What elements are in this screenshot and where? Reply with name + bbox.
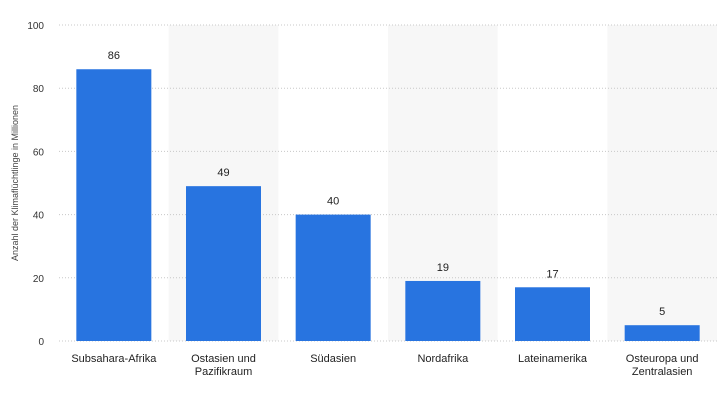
y-axis-ticks: 0 20 40 60 80 100 — [27, 21, 44, 348]
bar — [624, 325, 700, 341]
y-tick-label: 100 — [27, 21, 44, 32]
y-tick-label: 20 — [33, 274, 45, 285]
bars — [76, 69, 700, 342]
bar — [186, 186, 261, 341]
y-axis-title: Anzahl der Klimaflüchtlinge in Millionen — [10, 105, 20, 261]
value-label: 19 — [437, 262, 449, 274]
value-label: 17 — [546, 268, 558, 280]
y-tick-label: 60 — [33, 147, 45, 158]
bar — [76, 69, 152, 342]
category-label: Ostasien und Pazifikraum — [191, 353, 256, 378]
category-label: Lateinamerika — [518, 353, 588, 365]
category-label: Subsahara-Afrika — [71, 353, 157, 365]
value-label: 5 — [659, 306, 665, 318]
category-label: Südasien — [310, 353, 356, 365]
bar — [295, 214, 371, 341]
bar — [405, 280, 481, 341]
value-label: 86 — [108, 50, 120, 62]
category-band — [607, 25, 717, 341]
value-labels: 86 49 40 19 17 5 — [108, 50, 666, 318]
value-label: 40 — [327, 196, 339, 208]
y-tick-label: 80 — [33, 84, 45, 95]
y-tick-label: 40 — [33, 211, 45, 222]
y-tick-label: 0 — [38, 337, 44, 348]
alternating-bands — [168, 25, 717, 341]
x-axis-labels: Subsahara-Afrika Ostasien und Pazifikraum S… — [71, 353, 698, 378]
category-label: Osteuropa und Zentralasien — [626, 353, 699, 378]
value-label: 49 — [217, 167, 229, 179]
bar — [515, 287, 590, 341]
category-label: Nordafrika — [417, 353, 469, 365]
